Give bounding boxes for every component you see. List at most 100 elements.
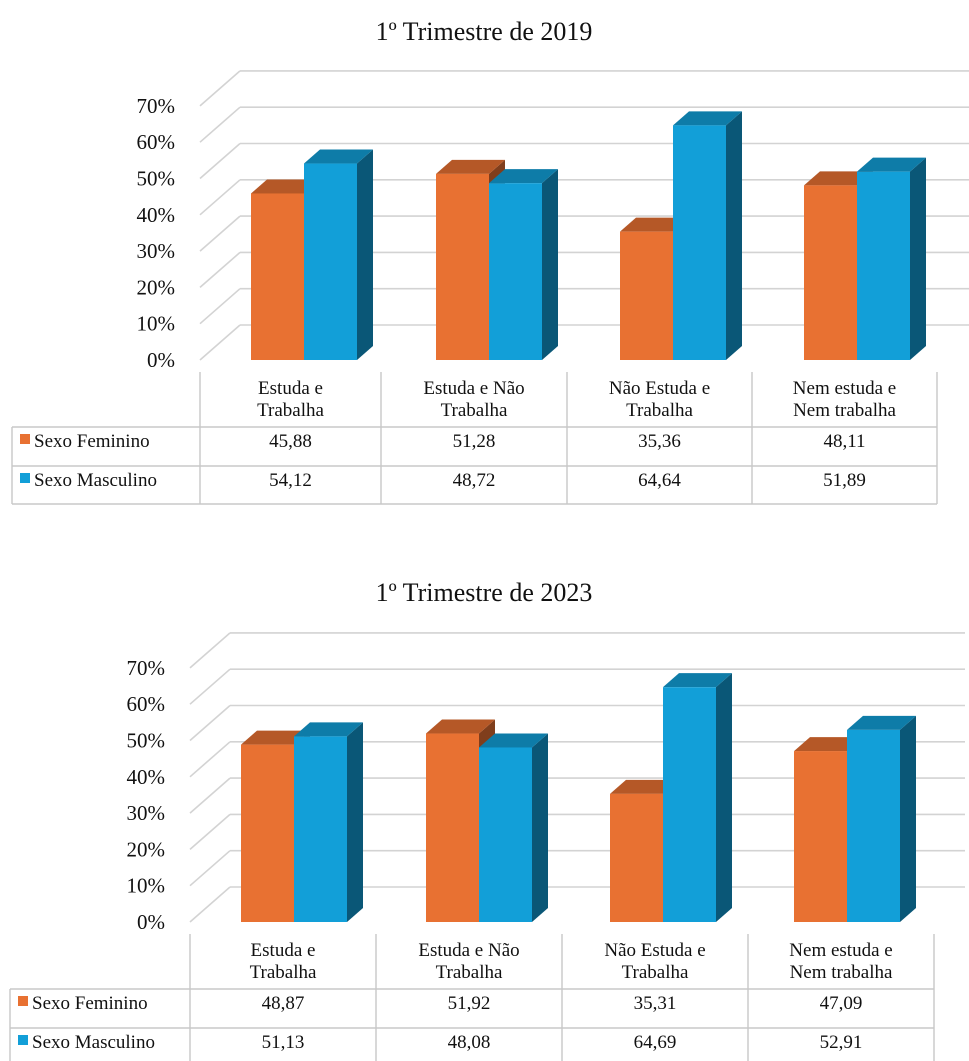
data-label: 51,28: [453, 431, 496, 452]
bar-top: [673, 111, 742, 126]
data-label: 35,31: [634, 993, 677, 1014]
chart-2023: 1º Trimestre de 2023 0% 10% 20% 30% 40% 50% 60…: [9, 578, 965, 1061]
chart-2019: 1º Trimestre de 2019 0% 10% 20% 30% 40% 50% 60…: [11, 17, 969, 505]
gridline-side: [189, 632, 231, 669]
y-tick-label: 70%: [137, 94, 176, 118]
gridline-side: [189, 741, 231, 778]
gridline-side: [189, 777, 231, 814]
bar-top: [241, 730, 310, 745]
bar-front: [610, 793, 663, 922]
bar-masculino: [857, 157, 926, 360]
bar-front: [489, 183, 542, 360]
y-tick-label: 40%: [137, 203, 176, 227]
gridline-side: [189, 813, 231, 851]
bar-side: [542, 169, 558, 360]
bar-top: [426, 719, 495, 734]
gridline-side: [199, 179, 241, 216]
category-label: Não Estuda e: [609, 378, 710, 399]
bar-front: [436, 173, 489, 360]
data-label: 51,13: [262, 1032, 305, 1053]
data-label: 47,09: [820, 993, 863, 1014]
bar-top: [794, 737, 863, 752]
gridline-side: [199, 106, 241, 143]
data-label: 48,08: [448, 1032, 491, 1053]
bar-side: [357, 149, 373, 360]
bar-front: [620, 231, 673, 360]
bar-masculino: [663, 673, 732, 922]
category-label: Estuda e: [251, 940, 316, 961]
category-label: Trabalha: [436, 962, 503, 983]
category-label: Trabalha: [250, 962, 317, 983]
y-tick-label: 40%: [127, 765, 166, 789]
legend-swatch-feminino: [18, 996, 28, 1006]
gridline-side: [199, 251, 241, 289]
bar-top: [489, 169, 558, 184]
data-label: 54,12: [269, 470, 312, 491]
bar-front: [294, 736, 347, 922]
chart-title: 1º Trimestre de 2023: [376, 578, 593, 607]
gridline-side: [199, 288, 241, 325]
data-label: 45,88: [269, 431, 312, 452]
bar-front: [847, 729, 900, 922]
legend-swatch-masculino: [18, 1035, 28, 1045]
y-tick-label: 30%: [127, 801, 166, 825]
data-label: 52,91: [820, 1032, 863, 1053]
bar-front: [857, 171, 910, 360]
legend-label: Sexo Feminino: [34, 431, 150, 452]
bar-top: [610, 779, 679, 794]
data-label: 35,36: [638, 431, 681, 452]
gridline-side: [189, 850, 231, 887]
y-tick-label: 60%: [127, 692, 166, 716]
data-label: 51,89: [823, 470, 866, 491]
bar-front: [241, 744, 294, 922]
bar-masculino: [847, 715, 916, 922]
legend-swatch-masculino: [20, 473, 30, 483]
data-label: 48,72: [453, 470, 496, 491]
category-label: Trabalha: [441, 400, 508, 421]
legend-swatch-feminino: [20, 434, 30, 444]
y-tick-label: 20%: [127, 837, 166, 861]
bar-top: [479, 733, 548, 748]
bar-masculino: [304, 149, 373, 360]
bar-top: [436, 159, 505, 174]
bar-side: [726, 111, 742, 360]
bar-top: [857, 157, 926, 172]
category-label: Estuda e: [258, 378, 323, 399]
bar-side: [347, 722, 363, 922]
category-label: Nem estuda e: [789, 940, 892, 961]
bar-front: [673, 125, 726, 360]
category-label: Não Estuda e: [604, 940, 705, 961]
bar-top: [251, 179, 320, 194]
gridline-side: [199, 215, 241, 252]
category-label: Nem trabalha: [790, 962, 893, 983]
bar-top: [304, 149, 373, 164]
bar-front: [794, 751, 847, 922]
bar-front: [804, 185, 857, 360]
bar-side: [716, 673, 732, 922]
category-label: Trabalha: [622, 962, 689, 983]
bar-front: [479, 747, 532, 922]
bar-side: [900, 715, 916, 922]
data-label: 48,87: [262, 993, 305, 1014]
data-label: 51,92: [448, 993, 491, 1014]
gridline-side: [199, 142, 241, 180]
bar-masculino: [479, 733, 548, 922]
category-label: Estuda e Não: [423, 378, 524, 399]
category-label: Nem estuda e: [793, 378, 896, 399]
legend-label: Sexo Masculino: [32, 1032, 155, 1053]
legend-label: Sexo Feminino: [32, 993, 148, 1014]
category-label: Nem trabalha: [793, 400, 896, 421]
y-tick-label: 10%: [137, 312, 176, 336]
bar-top: [847, 715, 916, 730]
bar-front: [426, 733, 479, 922]
bar-top: [620, 217, 689, 232]
y-tick-label: 70%: [127, 656, 166, 680]
bar-front: [251, 193, 304, 360]
category-label: Estuda e Não: [418, 940, 519, 961]
bar-side: [532, 733, 548, 922]
bar-front: [304, 163, 357, 360]
bar-side: [910, 157, 926, 360]
y-tick-label: 0%: [137, 910, 165, 934]
legend-label: Sexo Masculino: [34, 470, 157, 491]
bar-masculino: [489, 169, 558, 360]
